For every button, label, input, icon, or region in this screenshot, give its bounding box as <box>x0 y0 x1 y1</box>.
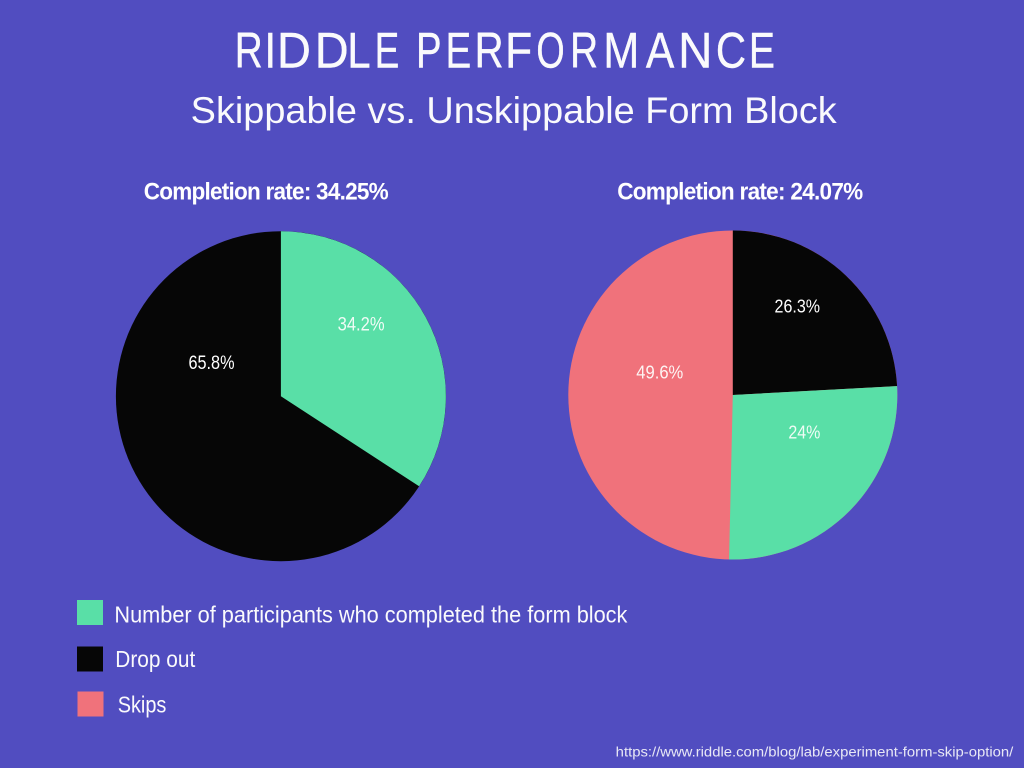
svg-text:R: R <box>235 24 263 79</box>
svg-text:I: I <box>264 22 276 78</box>
svg-text:D: D <box>277 23 311 79</box>
svg-text:Skippable vs. Unskippable Form: Skippable vs. Unskippable Form Block <box>191 89 837 131</box>
svg-text:Completion rate: 34.25%: Completion rate: 34.25% <box>144 178 389 205</box>
svg-text:R: R <box>475 22 504 78</box>
svg-text:E: E <box>375 23 400 79</box>
svg-text:E: E <box>445 24 471 79</box>
svg-text:https://www.riddle.com/blog/la: https://www.riddle.com/blog/lab/experime… <box>616 744 1014 760</box>
svg-text:E: E <box>749 22 775 79</box>
svg-text:34.2%: 34.2% <box>338 315 385 336</box>
svg-text:A: A <box>646 22 674 78</box>
svg-text:24%: 24% <box>788 422 820 443</box>
svg-text:49.6%: 49.6% <box>636 362 683 383</box>
svg-text:O: O <box>536 23 564 79</box>
svg-text:C: C <box>716 22 746 78</box>
svg-text:R: R <box>570 24 598 79</box>
svg-text:L: L <box>347 22 370 78</box>
svg-text:M: M <box>603 22 639 78</box>
svg-text:F: F <box>505 23 532 79</box>
svg-text:Drop out: Drop out <box>115 646 196 672</box>
svg-text:P: P <box>416 24 442 79</box>
svg-text:Completion rate: 24.07%: Completion rate: 24.07% <box>617 178 863 205</box>
svg-text:Skips: Skips <box>118 692 167 718</box>
svg-text:N: N <box>678 23 712 78</box>
svg-text:Number of participants who com: Number of participants who completed the… <box>114 601 627 627</box>
svg-text:D: D <box>315 23 349 79</box>
svg-text:26.3%: 26.3% <box>775 295 821 316</box>
svg-text:65.8%: 65.8% <box>189 353 235 374</box>
